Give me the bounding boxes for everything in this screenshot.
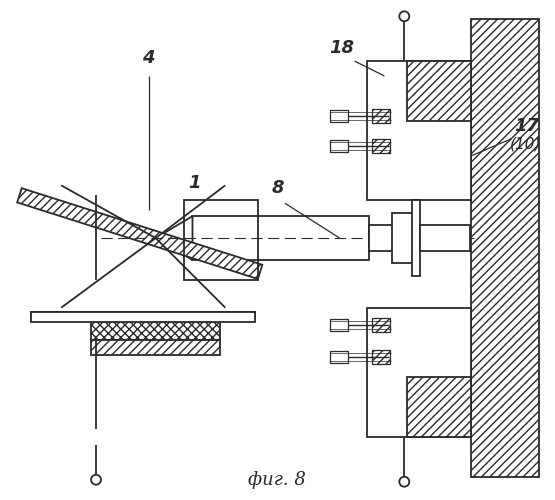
Bar [372, 109, 390, 122]
Text: 8: 8 [272, 180, 285, 198]
Text: 17: 17 [514, 116, 539, 134]
Bar [330, 318, 347, 330]
Bar [32, 312, 255, 322]
Bar [412, 200, 420, 276]
Bar [193, 216, 370, 260]
Bar [407, 61, 471, 120]
Bar [420, 225, 470, 251]
Text: (10): (10) [509, 136, 541, 152]
Text: фиг. 8: фиг. 8 [248, 471, 306, 489]
Bar [407, 378, 471, 437]
Text: 18: 18 [330, 39, 355, 57]
Bar [392, 213, 414, 263]
Text: 1: 1 [189, 174, 201, 192]
Bar [471, 20, 538, 476]
Bar [367, 61, 471, 200]
Text: 4: 4 [143, 49, 155, 67]
Bar [372, 350, 390, 364]
Bar [372, 318, 390, 332]
Bar [91, 318, 220, 340]
Polygon shape [17, 188, 263, 279]
Bar [330, 352, 347, 364]
Circle shape [399, 476, 409, 486]
Bar [330, 110, 347, 122]
Circle shape [91, 474, 101, 484]
Bar [372, 138, 390, 152]
Polygon shape [156, 216, 193, 260]
Bar [370, 225, 395, 251]
Circle shape [399, 12, 409, 22]
Bar [184, 200, 258, 280]
Bar [330, 140, 347, 151]
Bar [367, 308, 471, 437]
Bar [32, 312, 255, 318]
Bar [91, 340, 220, 355]
